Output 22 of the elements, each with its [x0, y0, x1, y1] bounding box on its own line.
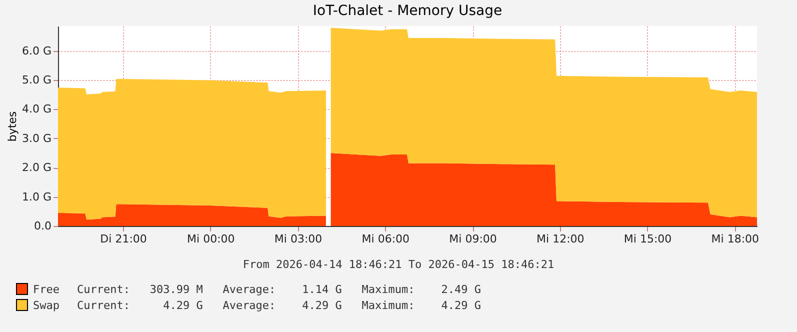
x-tick-label: Mi 03:00	[274, 232, 322, 246]
x-tick-label: Mi 15:00	[624, 232, 672, 246]
text: Current: 4.29 G Average: 4.29 G Maximum: 4.29 G	[77, 298, 481, 312]
x-tick-label: Di 21:00	[100, 232, 147, 246]
y-tick-label: 5.0 G	[22, 74, 52, 87]
chart-title: IoT-Chalet - Memory Usage	[312, 3, 502, 19]
x-tick-label: Mi 12:00	[536, 232, 584, 246]
y-tick-label: 4.0 G	[22, 102, 52, 116]
y-tick-label: 1.0 G	[22, 190, 52, 204]
y-tick-label: 2.0 G	[22, 161, 52, 174]
x-tick-label: Mi 09:00	[449, 232, 497, 246]
legend-label: Free	[33, 282, 60, 296]
y-tick-label: 0.0	[34, 220, 52, 232]
x-tick-label: Mi 00:00	[187, 232, 235, 246]
text: From 2026-04-14 18:46:21 To 2026-04-15 18:46:21	[242, 258, 556, 271]
y-tick-label: 6.0 G	[22, 44, 52, 58]
legend-label: Swap	[33, 298, 60, 312]
text: Current: 303.99 M Average: 1.14 G Maximum: 2.49 G	[77, 282, 481, 296]
y-axis-title: bytes	[6, 111, 19, 142]
y-tick-label: 3.0 G	[22, 132, 52, 145]
x-tick-label: Mi 18:00	[711, 232, 760, 246]
x-tick-label: Mi 06:00	[362, 232, 410, 246]
